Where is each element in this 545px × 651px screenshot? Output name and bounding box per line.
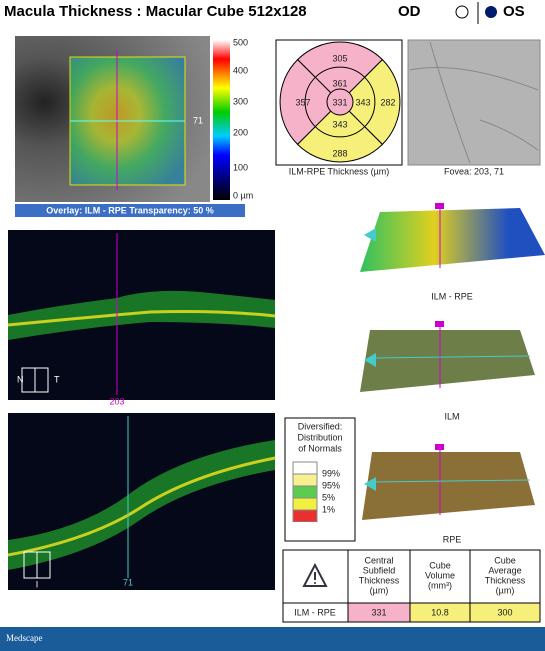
overlay-bar xyxy=(15,204,245,217)
surface-label: RPE xyxy=(443,534,462,544)
legend-label: 1% xyxy=(322,504,335,514)
table-header: Cube xyxy=(429,560,451,570)
etdrs-value: 343 xyxy=(332,119,347,129)
scale-label: 100 xyxy=(233,162,248,172)
etdrs-grid: 305 361 357 331 343 282 343 288 xyxy=(275,39,403,166)
surface-label: ILM xyxy=(444,411,459,421)
surface-label: ILM - RPE xyxy=(431,291,473,301)
etdrs-caption: ILM-RPE Thickness (µm) xyxy=(289,166,390,176)
summary-table xyxy=(282,549,541,623)
legend-label: 5% xyxy=(322,492,335,502)
etdrs-value: 331 xyxy=(332,97,347,107)
legend-title: Distribution xyxy=(297,432,342,442)
table-header: Average xyxy=(488,565,521,575)
etdrs-value: 343 xyxy=(355,97,370,107)
table-cell: 10.8 xyxy=(431,607,449,617)
title: Macula Thickness : Macular Cube 512x128 xyxy=(4,3,307,20)
legend-swatches xyxy=(292,461,318,528)
vessels xyxy=(409,41,539,164)
fovea-caption: Fovea: 203, 71 xyxy=(444,166,504,176)
bscan-label: N xyxy=(17,374,24,384)
table-header: (mm³) xyxy=(428,580,452,590)
table-header: Thickness xyxy=(359,575,400,585)
table-header: Volume xyxy=(425,570,455,580)
table-header: Thickness xyxy=(485,575,526,585)
legend-title: Diversified: xyxy=(298,421,343,431)
footer-brand: Medscape xyxy=(6,633,42,643)
table-header: Cube xyxy=(494,555,516,565)
scale-label: 0 µm xyxy=(233,190,253,200)
etdrs-value: 305 xyxy=(332,53,347,63)
legend-label: 95% xyxy=(322,480,340,490)
table-header: (µm) xyxy=(496,585,515,595)
table-cell: ILM - RPE xyxy=(294,607,336,617)
bscan-2 xyxy=(7,413,276,590)
eye-os[interactable]: OS xyxy=(503,3,525,20)
scale-label: 500 xyxy=(233,37,248,47)
radio-os[interactable] xyxy=(485,6,497,18)
overlay-text: Overlay: ILM - RPE Transparency: 50 % xyxy=(46,205,214,215)
legend-label: 99% xyxy=(322,468,340,478)
radio-od[interactable] xyxy=(455,5,469,19)
scale-label: 200 xyxy=(233,127,248,137)
fundus-marker: 71 xyxy=(193,115,203,125)
fundus-photo xyxy=(407,39,541,166)
color-scale xyxy=(213,40,230,200)
bscan-marker: 203 xyxy=(109,396,124,406)
table-header: Subfield xyxy=(363,565,396,575)
bscan-label: I xyxy=(36,579,39,589)
header: Macula Thickness : Macular Cube 512x128 … xyxy=(4,2,525,24)
scale-label: 400 xyxy=(233,65,248,75)
footer-bar xyxy=(0,627,545,651)
bscan-label: T xyxy=(54,374,60,384)
etdrs-value: 357 xyxy=(295,97,310,107)
table-cell: 300 xyxy=(497,607,512,617)
etdrs-value: 361 xyxy=(332,78,347,88)
scale-label: 300 xyxy=(233,96,248,106)
bscan-marker: 71 xyxy=(123,577,133,587)
table-cell: 331 xyxy=(371,607,386,617)
etdrs-value: 288 xyxy=(332,148,347,158)
eye-od[interactable]: OD xyxy=(398,3,421,20)
table-header: (µm) xyxy=(370,585,389,595)
etdrs-value: 282 xyxy=(380,97,395,107)
table-header: Central xyxy=(364,555,393,565)
bscan-1 xyxy=(7,230,276,400)
legend-title: of Normals xyxy=(298,443,342,453)
surfaces xyxy=(360,203,545,520)
